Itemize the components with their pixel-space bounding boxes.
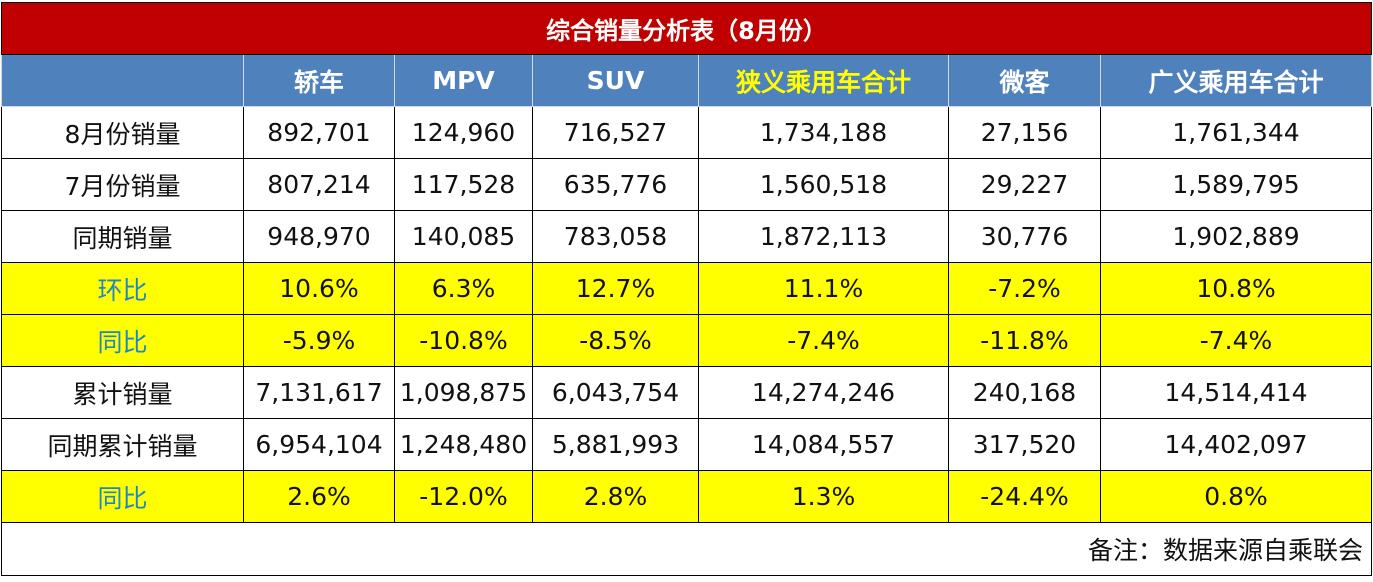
table-row: 同期销量 948,970 140,085 783,058 1,872,113 30,776… xyxy=(1,210,1373,263)
cell: 1,761,344 xyxy=(1099,106,1373,159)
table-row: 同期累计销量 6,954,104 1,248,480 5,881,993 14,084,… xyxy=(1,418,1373,471)
column-header: MPV xyxy=(394,54,533,107)
cell: 14,514,414 xyxy=(1099,366,1373,419)
table-row: 同比 -5.9% -10.8% -8.5% -7.4% -11.8% -7.4% xyxy=(1,314,1373,367)
cell: -7.4% xyxy=(698,314,949,367)
table-row: 8月份销量 892,701 124,960 716,527 1,734,188 27,15… xyxy=(1,106,1373,159)
cell: 1,872,113 xyxy=(698,210,949,263)
row-label: 同比 xyxy=(1,314,244,367)
cell: 6.3% xyxy=(394,262,533,315)
cell: 892,701 xyxy=(243,106,395,159)
column-header: SUV xyxy=(532,54,699,107)
cell: 10.8% xyxy=(1099,262,1373,315)
cell: 6,954,104 xyxy=(243,418,395,471)
cell: -12.0% xyxy=(394,470,533,523)
footer-row: 备注：数据来源自乘联会 xyxy=(0,522,1373,576)
cell: 1,248,480 xyxy=(394,418,533,471)
cell: 140,085 xyxy=(394,210,533,263)
cell: 6,043,754 xyxy=(532,366,699,419)
cell: 1,098,875 xyxy=(394,366,533,419)
column-header: 微客 xyxy=(948,54,1101,107)
cell: 10.6% xyxy=(243,262,395,315)
cell: 783,058 xyxy=(532,210,699,263)
row-label: 累计销量 xyxy=(1,366,244,419)
cell: 1,902,889 xyxy=(1099,210,1373,263)
cell: 14,084,557 xyxy=(698,418,949,471)
cell: 0.8% xyxy=(1099,470,1373,523)
row-label: 同期销量 xyxy=(1,210,244,263)
header-blank xyxy=(1,54,244,107)
cell: 12.7% xyxy=(532,262,699,315)
cell: 117,528 xyxy=(394,158,533,211)
cell: -7.4% xyxy=(1099,314,1373,367)
cell: -7.2% xyxy=(948,262,1101,315)
cell: 7,131,617 xyxy=(243,366,395,419)
cell: 14,274,246 xyxy=(698,366,949,419)
cell: 29,227 xyxy=(948,158,1101,211)
table-row: 7月份销量 807,214 117,528 635,776 1,560,518 29,22… xyxy=(1,158,1373,211)
cell: 716,527 xyxy=(532,106,699,159)
cell: 240,168 xyxy=(948,366,1101,419)
cell: 124,960 xyxy=(394,106,533,159)
table-row: 同比 2.6% -12.0% 2.8% 1.3% -24.4% 0.8% xyxy=(1,470,1373,523)
cell: -10.8% xyxy=(394,314,533,367)
cell: 948,970 xyxy=(243,210,395,263)
column-header: 狭义乘用车合计 xyxy=(698,54,949,107)
row-label: 同期累计销量 xyxy=(1,418,244,471)
cell: 14,402,097 xyxy=(1099,418,1373,471)
cell: 5,881,993 xyxy=(532,418,699,471)
cell: 27,156 xyxy=(948,106,1101,159)
cell: -24.4% xyxy=(948,470,1101,523)
row-label: 环比 xyxy=(1,262,244,315)
cell: 11.1% xyxy=(698,262,949,315)
cell: 317,520 xyxy=(948,418,1101,471)
row-label: 8月份销量 xyxy=(1,106,244,159)
row-label: 同比 xyxy=(1,470,244,523)
cell: 1,589,795 xyxy=(1099,158,1373,211)
table-title: 综合销量分析表（8月份） xyxy=(0,2,1373,55)
row-label: 7月份销量 xyxy=(1,158,244,211)
cell: 2.6% xyxy=(243,470,395,523)
cell: 807,214 xyxy=(243,158,395,211)
cell: 2.8% xyxy=(532,470,699,523)
cell: 1,734,188 xyxy=(698,106,949,159)
cell: 1.3% xyxy=(698,470,949,523)
column-header: 轿车 xyxy=(243,54,395,107)
footnote: 备注：数据来源自乘联会 xyxy=(0,522,1373,576)
cell: -11.8% xyxy=(948,314,1101,367)
cell: 1,560,518 xyxy=(698,158,949,211)
table-row: 环比 10.6% 6.3% 12.7% 11.1% -7.2% 10.8% xyxy=(1,262,1373,315)
cell: 635,776 xyxy=(532,158,699,211)
cell: -8.5% xyxy=(532,314,699,367)
cell: 30,776 xyxy=(948,210,1101,263)
cell: -5.9% xyxy=(243,314,395,367)
column-header: 广义乘用车合计 xyxy=(1099,54,1373,107)
table-row: 累计销量 7,131,617 1,098,875 6,043,754 14,274,24… xyxy=(1,366,1373,419)
